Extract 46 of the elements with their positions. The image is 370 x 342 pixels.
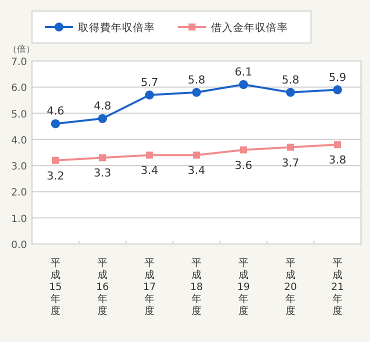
y-axis-title: （倍） bbox=[8, 44, 35, 55]
data-label: 5.8 bbox=[282, 73, 300, 86]
point bbox=[99, 154, 106, 162]
x-tick-label: 平成18年度 bbox=[190, 258, 203, 317]
point bbox=[98, 114, 107, 124]
y-tick-label: 1.0 bbox=[11, 214, 27, 225]
point bbox=[192, 88, 201, 97]
x-tick-label: 平成16年度 bbox=[96, 258, 109, 317]
point bbox=[333, 85, 342, 94]
point bbox=[240, 146, 247, 154]
data-label: 3.2 bbox=[46, 169, 64, 182]
data-label: 3.7 bbox=[282, 156, 300, 170]
data-label: 3.6 bbox=[234, 158, 252, 172]
data-label: 5.9 bbox=[328, 70, 346, 84]
point bbox=[287, 144, 294, 151]
y-tick-label: 0.0 bbox=[11, 240, 27, 251]
data-label: 6.1 bbox=[234, 66, 252, 79]
y-tick-label: 3.0 bbox=[11, 162, 27, 173]
data-label: 3.4 bbox=[140, 164, 158, 178]
point bbox=[334, 141, 341, 148]
y-tick-label: 4.0 bbox=[11, 135, 27, 146]
y-tick-label: 2.0 bbox=[11, 188, 27, 199]
data-label: 3.4 bbox=[188, 164, 206, 178]
point bbox=[286, 88, 295, 97]
y-tick-label: 6.0 bbox=[11, 83, 27, 94]
point bbox=[239, 80, 248, 90]
point bbox=[52, 156, 59, 164]
y-tick-label: 5.0 bbox=[11, 109, 27, 120]
data-label: 5.8 bbox=[188, 73, 206, 86]
point bbox=[146, 152, 153, 159]
point bbox=[193, 152, 200, 159]
legend-label: 借入金年収倍率 bbox=[211, 21, 288, 34]
point bbox=[145, 90, 154, 100]
data-label: 3.3 bbox=[94, 166, 112, 180]
data-label: 5.7 bbox=[140, 76, 158, 89]
data-label: 4.6 bbox=[46, 104, 64, 118]
data-label: 3.8 bbox=[328, 154, 346, 167]
x-tick-label: 平成17年度 bbox=[143, 258, 156, 317]
x-tick-label: 平成19年度 bbox=[237, 258, 250, 317]
point bbox=[51, 119, 60, 128]
legend-label: 取得費年収倍率 bbox=[78, 21, 155, 34]
y-tick-label: 7.0 bbox=[11, 57, 27, 68]
x-tick-label: 平成21年度 bbox=[331, 258, 344, 317]
x-tick-label: 平成20年度 bbox=[284, 258, 297, 317]
data-label: 4.8 bbox=[94, 100, 112, 113]
x-tick-label: 平成15年度 bbox=[49, 258, 62, 317]
